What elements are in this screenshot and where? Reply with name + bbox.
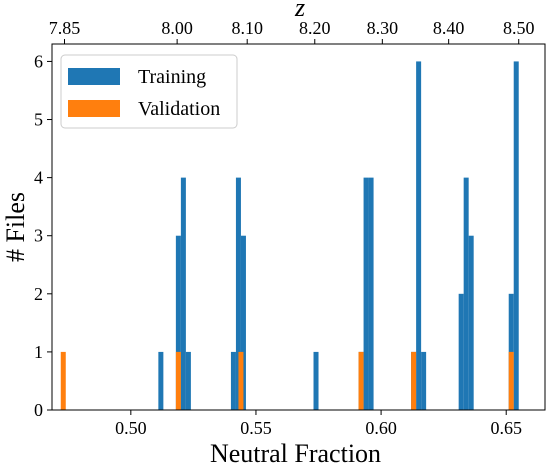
y-tick-label: 0 bbox=[34, 400, 43, 420]
bar-training bbox=[175, 235, 181, 410]
y-tick-label: 3 bbox=[34, 226, 43, 246]
bar-training bbox=[513, 61, 519, 411]
legend-label-training: Training bbox=[138, 66, 206, 88]
bars bbox=[60, 61, 519, 411]
bar-training bbox=[230, 351, 236, 410]
y-axis-title: # Files bbox=[1, 192, 30, 262]
bar-training bbox=[363, 177, 369, 410]
y-tick-label: 2 bbox=[34, 284, 43, 304]
bar-validation bbox=[175, 351, 181, 410]
bar-training bbox=[240, 235, 246, 410]
top-tick-label: 8.50 bbox=[503, 18, 535, 38]
bar-training bbox=[158, 351, 164, 410]
top-tick-label: 8.00 bbox=[161, 18, 193, 38]
series-training bbox=[158, 61, 519, 411]
top-axis-title: z bbox=[294, 0, 305, 22]
plot-frame bbox=[51, 43, 546, 411]
x-axis-title: Neutral Fraction bbox=[210, 439, 381, 468]
legend-label-validation: Validation bbox=[138, 98, 220, 120]
top-tick-label: 8.10 bbox=[231, 18, 263, 38]
bar-validation bbox=[238, 351, 244, 410]
x-tick-label: 0.55 bbox=[240, 418, 272, 438]
bar-training bbox=[458, 293, 464, 410]
legend-swatch-training bbox=[68, 68, 120, 85]
legend-swatch-validation bbox=[68, 100, 120, 117]
bar-training bbox=[235, 177, 241, 410]
series-validation bbox=[60, 351, 514, 410]
y-tick-label: 6 bbox=[34, 51, 43, 71]
bar-training bbox=[180, 177, 186, 410]
bar-training bbox=[416, 61, 422, 411]
legend: Training Validation bbox=[60, 54, 238, 129]
top-tick-label: 8.20 bbox=[299, 18, 331, 38]
bar-training bbox=[185, 351, 191, 410]
y-tick-label: 5 bbox=[34, 110, 43, 130]
top-tick-label: 8.30 bbox=[367, 18, 399, 38]
bar-validation bbox=[60, 351, 66, 410]
top-tick-label: 8.40 bbox=[433, 18, 465, 38]
bar-training bbox=[468, 235, 474, 410]
bar-validation bbox=[411, 351, 417, 410]
bar-training bbox=[421, 351, 427, 410]
y-tick-label: 4 bbox=[34, 168, 43, 188]
bar-training bbox=[463, 177, 469, 410]
bar-training bbox=[368, 177, 374, 410]
bar-validation bbox=[358, 351, 364, 410]
x-tick-label: 0.60 bbox=[365, 418, 397, 438]
y-tick-label: 1 bbox=[34, 342, 43, 362]
x-tick-label: 0.65 bbox=[490, 418, 522, 438]
x-tick-label: 0.50 bbox=[115, 418, 147, 438]
bar-training bbox=[313, 351, 319, 410]
top-tick-label: 7.85 bbox=[49, 18, 81, 38]
bar-validation bbox=[508, 351, 514, 410]
